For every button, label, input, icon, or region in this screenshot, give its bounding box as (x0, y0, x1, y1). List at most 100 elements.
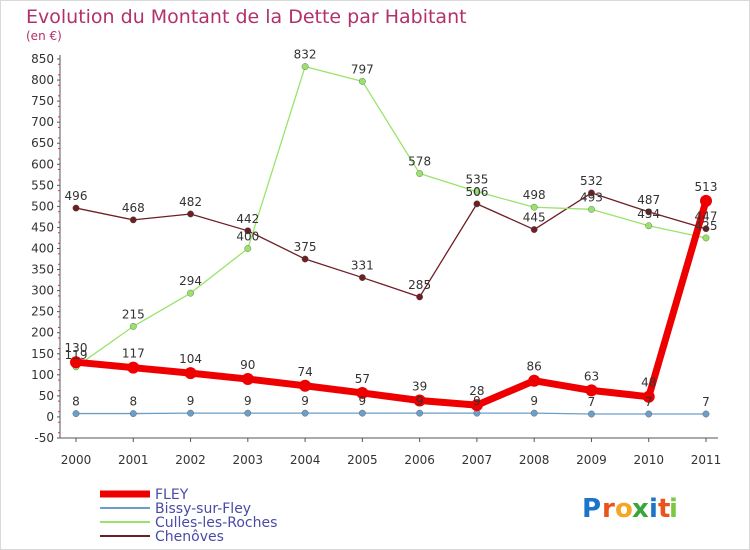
data-label: 28 (469, 384, 484, 398)
data-point (645, 410, 653, 418)
x-tick-label: 2006 (404, 453, 435, 467)
series-layer (70, 63, 712, 418)
series-0 (72, 189, 710, 301)
y-tick-label: 650 (31, 136, 54, 150)
y-tick-label: 550 (31, 178, 54, 192)
data-label: 130 (65, 341, 88, 355)
x-tick-label: 2008 (519, 453, 550, 467)
legend-label: Culles-les-Roches (155, 515, 277, 531)
legend: FLEYBissy-sur-FleyCulles-les-RochesChenô… (100, 487, 277, 545)
x-tick-label: 2005 (347, 453, 378, 467)
x-tick-label: 2000 (61, 453, 92, 467)
data-label: 400 (236, 230, 259, 244)
data-point (642, 390, 655, 403)
y-tick-label: 100 (31, 368, 54, 382)
logo-letter: i (669, 494, 678, 524)
series-2 (72, 409, 710, 418)
y-tick-label: 450 (31, 220, 54, 234)
data-label: 447 (695, 210, 718, 224)
logo-letter: i (649, 494, 658, 524)
data-label: 532 (580, 174, 603, 188)
x-tick-label: 2003 (233, 453, 264, 467)
data-point (72, 204, 80, 212)
data-label: 285 (408, 278, 431, 292)
series-line (75, 412, 707, 415)
axes: -50 0 50 100 150 200 250 300 350 400 450 500 550 600 6… (31, 52, 721, 467)
data-point (244, 245, 252, 252)
y-tick-label: 400 (31, 242, 54, 256)
data-label: 48 (641, 376, 656, 390)
data-point (241, 373, 254, 386)
series-line (75, 192, 707, 298)
data-point (702, 225, 710, 233)
data-label: 117 (122, 347, 145, 361)
data-point (301, 255, 309, 263)
legend-label: FLEY (155, 487, 189, 503)
data-point (244, 409, 252, 417)
data-point (413, 394, 426, 407)
data-label: 8 (72, 395, 80, 409)
data-label: 331 (351, 259, 374, 273)
logo-letter: P (582, 494, 601, 524)
series-line (75, 65, 707, 368)
data-point (129, 323, 137, 330)
data-point (127, 361, 140, 374)
data-point (645, 222, 653, 230)
data-label: 506 (465, 185, 488, 199)
data-label: 482 (179, 195, 202, 209)
data-point (72, 410, 80, 417)
y-tick-label: 200 (31, 326, 54, 340)
data-point (187, 289, 194, 297)
y-tick-label: 800 (31, 73, 54, 87)
data-point (187, 409, 194, 417)
data-point (129, 216, 137, 224)
data-point (473, 188, 481, 196)
logo-letter: x (632, 494, 649, 524)
data-point (530, 203, 538, 211)
data-point (645, 208, 653, 216)
series-1 (72, 63, 710, 371)
x-tick-label: 2009 (576, 453, 607, 467)
data-point (470, 399, 483, 412)
x-tick-label: 2010 (633, 453, 664, 467)
y-tick-label: 0 (46, 410, 54, 424)
data-point (700, 194, 712, 207)
y-tick-label: 250 (31, 305, 54, 319)
data-label: 9 (301, 394, 309, 408)
data-label: 9 (359, 394, 367, 408)
data-label: 468 (122, 201, 145, 215)
data-point (358, 274, 366, 281)
data-point (301, 63, 309, 70)
data-label: 90 (240, 358, 255, 372)
data-label: 7 (702, 395, 710, 409)
x-tick-label: 2011 (691, 453, 722, 467)
y-tick-label: 600 (31, 157, 54, 171)
data-point (358, 409, 366, 417)
data-point (702, 410, 710, 418)
logo-letter: o (615, 494, 633, 524)
y-tick-label: 850 (31, 52, 54, 66)
data-point (585, 384, 598, 397)
logo-letter: r (602, 494, 615, 524)
y-tick-label: 150 (31, 347, 54, 361)
data-label: 442 (236, 212, 259, 226)
data-label: 496 (65, 189, 88, 203)
data-label: 797 (351, 62, 374, 76)
chart-title: Evolution du Montant de la Dette par Hab… (26, 6, 467, 28)
data-point (473, 200, 481, 208)
x-tick-label: 2007 (462, 453, 493, 467)
x-tick-label: 2004 (290, 453, 321, 467)
data-label: 9 (244, 394, 252, 408)
data-point (530, 409, 538, 417)
data-point (416, 170, 424, 177)
data-label: 9 (416, 394, 424, 408)
data-label: 535 (465, 173, 488, 187)
data-point (358, 77, 366, 85)
data-label: 578 (408, 155, 431, 169)
data-point (70, 356, 82, 369)
data-point (244, 227, 252, 235)
